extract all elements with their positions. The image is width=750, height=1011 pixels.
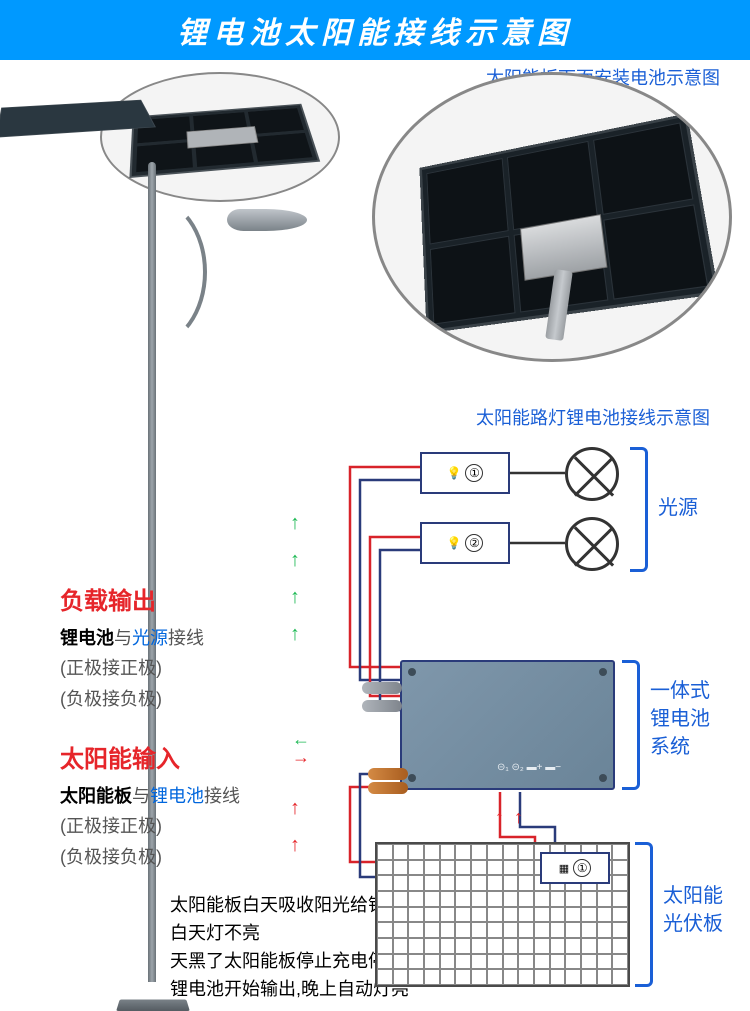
arrow-up-icon: ↑: [290, 549, 300, 572]
controller-ports: ⊝₁ ⊝₂ ▬+ ▬−: [497, 762, 561, 773]
bracket-solar: [635, 842, 653, 987]
controller-box: ⊝₁ ⊝₂ ▬+ ▬−: [400, 660, 615, 790]
load-line2: (正极接正极): [60, 653, 320, 684]
lamp1-num: ①: [465, 464, 483, 482]
label-battery-system: 一体式 锂电池 系统: [650, 677, 710, 761]
large-detail-oval: [372, 72, 732, 362]
solar-num: ①: [573, 859, 591, 877]
lamp2-num: ②: [465, 534, 483, 552]
solar-line2: (正极接正极): [60, 811, 320, 842]
load-output-title: 负载输出: [60, 582, 320, 623]
lamp-symbol-1: [565, 447, 619, 501]
connector-1: [362, 682, 402, 694]
load-line1: 锂电池与光源接线: [60, 623, 320, 654]
solar-line1: 太阳能板与锂电池接线: [60, 781, 320, 812]
streetlight-panel: [0, 100, 156, 138]
panel-icon: ▦: [559, 862, 569, 875]
main-diagram: 太阳能板下面安装电池示意图 太阳能路灯锂电池接线示意图 负载输出: [0, 62, 750, 989]
bracket-battery: [622, 660, 640, 790]
lamp-box-2: 💡 ②: [420, 522, 510, 564]
arrow-up-icon: ↑: [290, 512, 300, 535]
bulb-icon: 💡: [447, 536, 462, 550]
lamp-arm-curve: [97, 197, 207, 347]
label-solar-panel: 太阳能 光伏板: [663, 882, 723, 938]
connector-4: [368, 782, 408, 794]
solar-arrow-mid: ↑ ↑: [495, 807, 523, 828]
title-bar: 锂电池太阳能接线示意图: [0, 0, 750, 62]
arrow-up-red-icon: ↑: [290, 797, 300, 820]
connector-3: [368, 768, 408, 780]
bracket-light: [630, 447, 648, 572]
arrow-up-icon: ↑: [290, 586, 300, 609]
wiring-caption: 太阳能路灯锂电池接线示意图: [476, 404, 710, 430]
solar-line3: (负极接负极): [60, 842, 320, 873]
solar-input-text: 太阳能输入 太阳能板与锂电池接线 (正极接正极) (负极接负极): [60, 740, 320, 873]
solar-panel-grid: ▦ ①: [375, 842, 630, 987]
solar-label-box: ▦ ①: [540, 852, 610, 884]
solar-arrows: ↑ ↑: [290, 797, 300, 857]
load-output-text: 负载输出 锂电池与光源接线 (正极接正极) (负极接负极): [60, 582, 320, 715]
label-light-source: 光源: [658, 494, 698, 522]
lamp-symbol-2: [565, 517, 619, 571]
lamp-head: [227, 209, 307, 231]
solar-input-title: 太阳能输入: [60, 740, 320, 781]
arrow-up-red-icon: ↑: [290, 834, 300, 857]
load-line3: (负极接负极): [60, 684, 320, 715]
load-arrows: ↑ ↑ ↑ ↑: [290, 512, 300, 646]
connector-2: [362, 700, 402, 712]
wiring-diagram: ↑ ↑ ↑ ↑ ← → ↑ ↑ ↑ ↑ 💡 ① 💡 ②: [320, 442, 730, 1002]
title-text: 锂电池太阳能接线示意图: [177, 17, 573, 50]
lamp-arm: [152, 217, 262, 367]
hz-arrows: ← →: [292, 730, 310, 766]
bulb-icon: 💡: [447, 466, 462, 480]
arrow-up-icon: ↑: [290, 623, 300, 646]
lamp-box-1: 💡 ①: [420, 452, 510, 494]
